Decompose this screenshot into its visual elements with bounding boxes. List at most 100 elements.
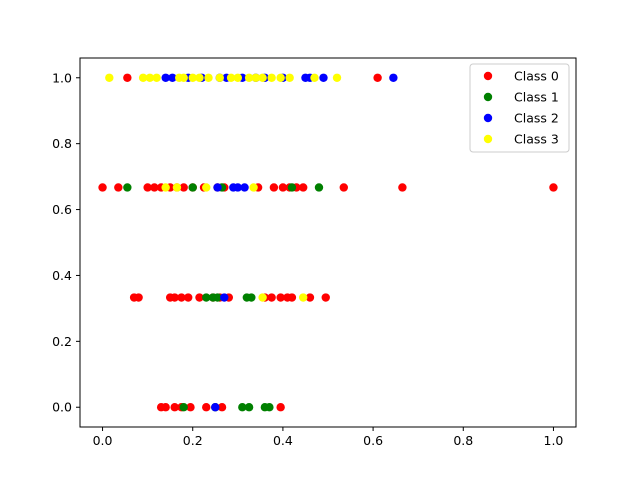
data-point [276, 73, 285, 82]
data-point [161, 403, 170, 412]
data-point [150, 183, 159, 192]
data-point [172, 183, 182, 192]
data-point [226, 73, 236, 82]
data-point [170, 403, 179, 412]
legend-marker [483, 71, 493, 81]
x-tick-label: 0.2 [183, 433, 203, 448]
legend-marker [483, 113, 493, 123]
data-point [220, 293, 229, 302]
data-point [152, 73, 161, 82]
data-point [373, 73, 382, 82]
data-point [134, 293, 143, 302]
data-point [278, 183, 288, 192]
data-point [389, 73, 398, 82]
data-point [202, 293, 211, 302]
data-point [195, 293, 204, 302]
y-tick-label: 0.2 [52, 334, 72, 349]
data-point [177, 293, 186, 302]
y-axis: 0.0 0.2 0.4 0.6 0.8 1.0 [52, 70, 80, 415]
data-point [105, 73, 114, 82]
legend-label: Class 2 [514, 111, 559, 126]
legend-label: Class 0 [514, 69, 559, 84]
series-class-3 [105, 73, 342, 302]
data-point [258, 293, 267, 302]
data-point [251, 73, 261, 82]
data-point [319, 73, 328, 82]
data-point [188, 73, 197, 82]
data-point [186, 403, 195, 412]
data-point [321, 293, 330, 302]
data-point [238, 403, 247, 412]
y-tick-label: 0.6 [52, 202, 72, 217]
data-point [310, 73, 319, 82]
data-point [123, 73, 132, 82]
y-tick-label: 0.4 [52, 268, 72, 283]
legend-label: Class 3 [514, 132, 559, 147]
data-point [98, 183, 107, 192]
data-point [233, 183, 243, 192]
data-point [398, 183, 407, 192]
data-point [269, 183, 279, 192]
data-point [276, 293, 285, 302]
legend-marker [483, 134, 493, 144]
data-point [299, 293, 308, 302]
data-point [170, 293, 179, 302]
data-point [265, 403, 274, 412]
data-point [244, 403, 254, 412]
data-point [339, 183, 348, 192]
data-point [195, 73, 204, 82]
x-tick-label: 0.8 [453, 433, 473, 448]
y-tick-label: 0.8 [52, 136, 72, 151]
data-point [179, 183, 188, 192]
axes-frame [79, 57, 577, 428]
data-point [123, 183, 132, 192]
data-point [244, 73, 254, 82]
data-point [217, 403, 227, 412]
data-point [168, 73, 177, 82]
data-point [179, 73, 188, 82]
data-point [249, 183, 258, 192]
points-layer [98, 73, 558, 412]
data-point [145, 73, 155, 82]
data-point [211, 403, 220, 412]
data-point [114, 183, 123, 192]
data-point [161, 183, 170, 192]
legend-label: Class 1 [514, 90, 559, 105]
data-point [161, 73, 170, 82]
data-point [233, 73, 243, 82]
data-point [258, 73, 267, 82]
x-axis: 0.0 0.2 0.4 0.6 0.8 1.0 [93, 427, 564, 448]
data-point [267, 73, 276, 82]
data-point [138, 73, 148, 82]
data-point [287, 293, 297, 302]
data-point [202, 403, 211, 412]
data-point [184, 293, 193, 302]
data-point [179, 403, 188, 412]
y-tick-label: 1.0 [52, 70, 72, 85]
data-point [267, 293, 276, 302]
x-tick-label: 0.4 [273, 433, 293, 448]
data-point [143, 183, 152, 192]
data-point [299, 183, 308, 192]
data-point [213, 293, 222, 302]
x-tick-label: 0.6 [363, 433, 383, 448]
data-point [549, 183, 558, 192]
x-tick-label: 1.0 [544, 433, 564, 448]
x-tick-label: 0.0 [93, 433, 113, 448]
data-point [314, 183, 324, 192]
data-point [213, 183, 222, 192]
legend-marker [483, 92, 493, 102]
data-point [204, 73, 213, 82]
data-point [332, 73, 342, 82]
data-point [285, 73, 294, 82]
data-point [188, 183, 197, 192]
data-point [215, 73, 224, 82]
data-point [240, 183, 249, 192]
data-point [202, 183, 211, 192]
data-point [276, 403, 285, 412]
data-point [287, 183, 297, 192]
legend-box [469, 63, 570, 153]
y-tick-label: 0.0 [52, 400, 72, 415]
data-point [247, 293, 256, 302]
